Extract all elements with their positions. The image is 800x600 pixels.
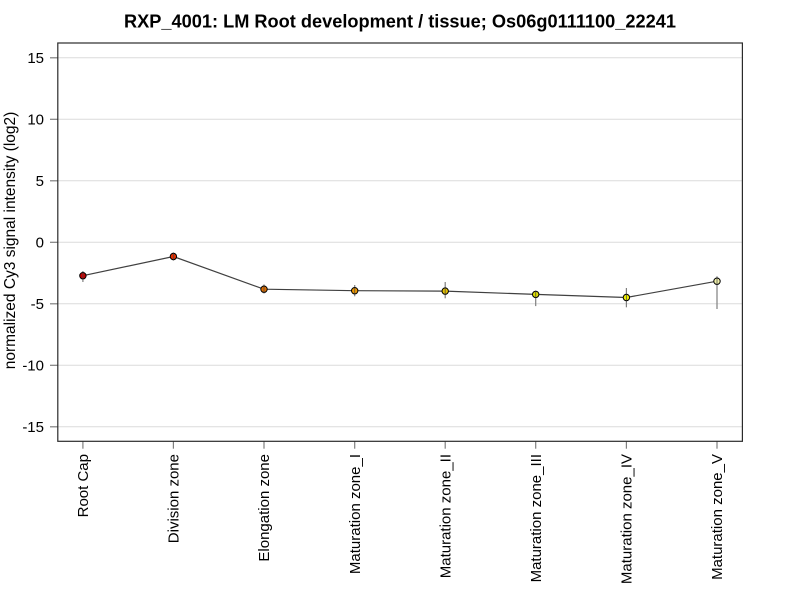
svg-text:-15: -15 (22, 419, 44, 436)
svg-text:Maturation zone_V: Maturation zone_V (709, 454, 726, 580)
svg-text:5: 5 (36, 173, 44, 190)
svg-text:normalized Cy3 signal intensit: normalized Cy3 signal intensity (log2) (2, 112, 19, 370)
svg-text:Maturation zone_I: Maturation zone_I (347, 454, 364, 574)
svg-text:10: 10 (27, 112, 44, 129)
svg-text:-10: -10 (22, 358, 44, 375)
svg-text:-5: -5 (31, 296, 44, 313)
svg-text:15: 15 (27, 50, 44, 67)
svg-text:Maturation zone_II: Maturation zone_II (437, 454, 454, 578)
svg-text:Maturation zone_IV: Maturation zone_IV (619, 454, 636, 584)
svg-text:Maturation zone_III: Maturation zone_III (528, 454, 545, 582)
svg-text:Root Cap: Root Cap (75, 454, 92, 517)
svg-text:0: 0 (36, 235, 44, 252)
svg-text:RXP_4001: LM Root development: RXP_4001: LM Root development / tissue; … (124, 12, 676, 32)
svg-text:Elongation zone: Elongation zone (256, 454, 273, 562)
svg-text:Division zone: Division zone (166, 454, 183, 543)
